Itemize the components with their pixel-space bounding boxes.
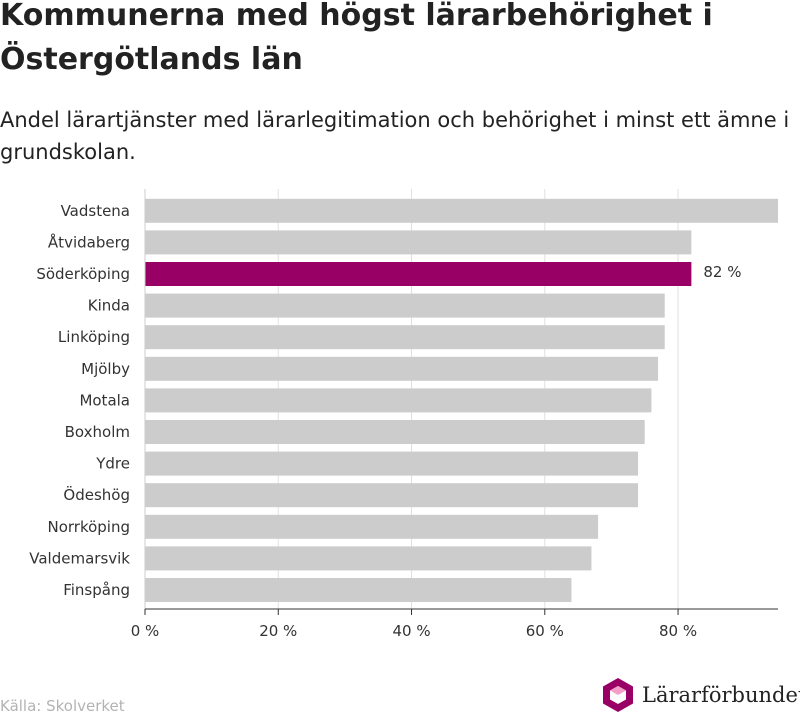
x-tick-label-80: 80 %: [659, 622, 697, 640]
bar-10: [145, 514, 599, 539]
x-tick-label-40: 40 %: [392, 622, 430, 640]
x-tick-label-0: 0 %: [131, 622, 160, 640]
x-tick-label-20: 20 %: [259, 622, 297, 640]
bar-3: [145, 293, 665, 318]
bar-8: [145, 451, 639, 476]
source-note: Källa: Skolverket: [0, 697, 125, 715]
x-tick-label-60: 60 %: [526, 622, 564, 640]
category-label-10: Norrköping: [47, 518, 130, 536]
bar-6: [145, 388, 652, 413]
category-label-3: Kinda: [88, 297, 130, 315]
bar-11: [145, 546, 592, 571]
category-label-1: Åtvidaberg: [48, 232, 130, 251]
category-label-11: Valdemarsvik: [29, 549, 130, 567]
bar-4: [145, 325, 665, 350]
category-label-8: Ydre: [95, 455, 130, 473]
chart-subtitle: Andel lärartjänster med lärarlegitimatio…: [0, 108, 790, 164]
bar-5: [145, 356, 659, 381]
category-label-6: Motala: [79, 391, 130, 409]
logo-text: Lärarförbundet: [642, 683, 800, 707]
bar-12: [145, 578, 572, 602]
category-label-9: Ödeshög: [63, 485, 130, 504]
brand-logo[interactable]: Lärarförbundet: [602, 677, 800, 713]
bar-2: [145, 262, 692, 286]
bar-9: [145, 483, 639, 508]
bar-1: [145, 230, 692, 255]
category-label-7: Boxholm: [65, 423, 130, 441]
bar-7: [145, 420, 645, 444]
data-label-2: 82 %: [703, 263, 741, 281]
chart-title: Kommunerna med högst lärarbehörighet i Ö…: [0, 0, 713, 77]
category-label-5: Mjölby: [81, 360, 130, 378]
bar-0: [145, 198, 778, 223]
category-label-0: Vadstena: [61, 202, 130, 220]
bar-chart: Vadstena Åtvidaberg Söderköping Kinda Linköp…: [29, 189, 778, 640]
hexagon-logo-icon: [603, 678, 633, 712]
category-label-4: Linköping: [58, 328, 130, 346]
category-label-12: Finspång: [63, 581, 130, 599]
category-label-2: Söderköping: [36, 265, 130, 283]
